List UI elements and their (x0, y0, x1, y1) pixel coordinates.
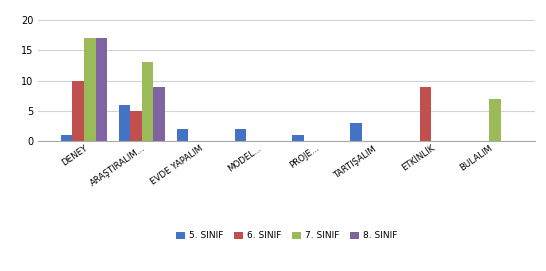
Bar (96, 38, 107, 141)
Bar (235, 129, 246, 141)
Bar (142, 62, 153, 141)
Bar (73, 80, 84, 141)
Bar (130, 111, 142, 141)
Bar (351, 123, 362, 141)
Bar (293, 135, 304, 141)
Bar (118, 105, 130, 141)
Bar (61, 135, 73, 141)
Legend: 5. SINIF, 6. SINIF, 7. SINIF, 8. SINIF: 5. SINIF, 6. SINIF, 7. SINIF, 8. SINIF (173, 228, 401, 244)
Bar (489, 99, 501, 141)
Bar (176, 129, 188, 141)
Bar (153, 87, 165, 141)
Bar (420, 87, 431, 141)
Bar (84, 38, 96, 141)
